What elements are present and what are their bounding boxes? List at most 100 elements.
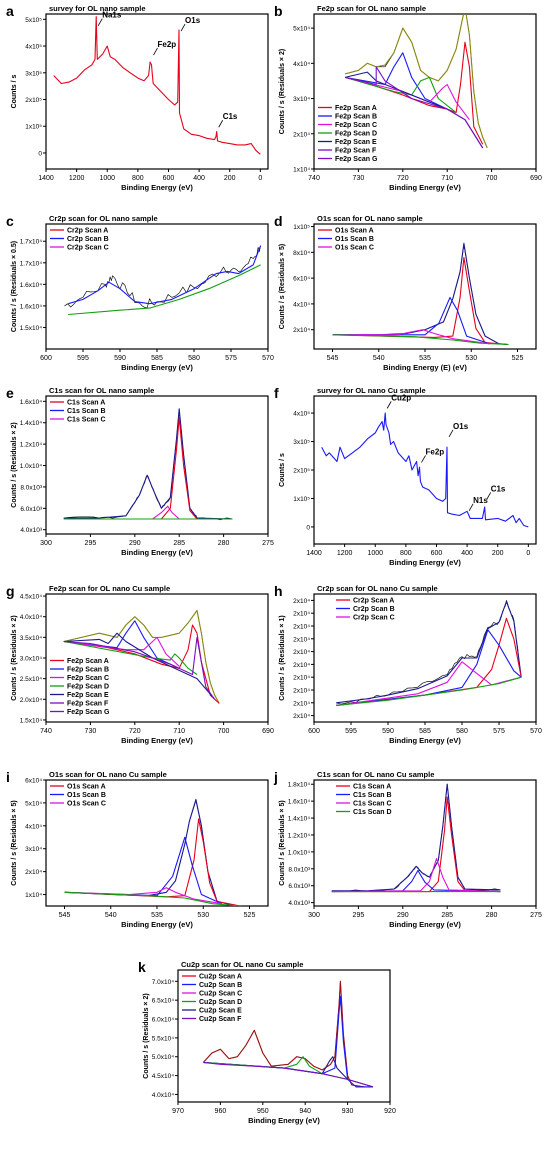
panel-g: g Fe2p scan for OL nano Cu sample 740 730 72… [6,583,274,745]
annotation-arrow [153,47,158,56]
y-axis-label: Counts / s (Residuals × 2) [279,49,286,134]
x-tick-label: 575 [493,728,505,735]
series-group [53,16,261,155]
panel-a: a survey for OL nano sample 1400 1200 1000 80… [6,3,269,192]
y-tick-label: 1.2x10⁴ [288,832,311,839]
series-line-6 [332,334,509,346]
legend-label: C1s Scan A [67,400,105,407]
y-tick-label: 5.0x10⁴ [152,1054,175,1061]
x-axis-label: Binding Energy (eV) [389,558,461,567]
series-group [63,609,220,704]
x-tick-label: 600 [431,550,443,557]
legend-label: O1s Scan B [335,236,374,243]
x-tick-label: 1400 [306,550,322,557]
x-tick-label: 535 [419,355,431,362]
annotation-arrow [218,120,224,128]
y-tick-label: 1.6x10⁴ [20,303,43,310]
x-axis-label: Binding Energy (eV) [389,736,461,745]
y-tick-label: 5x10⁵ [25,17,42,24]
legend-label: C1s Scan D [353,809,392,816]
chart-title: survey for OL nano Cu sample [317,386,426,395]
annotation-arrow [486,492,492,500]
x-tick-label: 275 [530,912,542,919]
panel-k: k Cu2p scan for OL nano Cu sample 970 960 95… [138,959,396,1125]
y-tick-label: 4.0x10³ [288,900,311,907]
x-tick-label: 285 [173,540,185,547]
legend-label: Cr2p Scan B [353,606,395,613]
legend-label: Cr2p Scan A [67,228,108,235]
x-tick-label: 690 [262,728,274,735]
legend-label: C1s Scan C [67,417,106,424]
x-tick-label: 710 [441,175,453,182]
y-tick-label: 2x10⁴ [293,131,310,138]
x-tick-label: 0 [258,175,262,182]
series-line-5 [332,329,490,345]
x-tick-label: 970 [172,1108,184,1115]
y-tick-label: 2x10⁴ [293,636,310,643]
legend-label: Fe2p Scan C [335,122,377,129]
legend-label: O1s Scan B [67,792,106,799]
y-axis-label: Counts / s (Residuals × 5) [279,800,286,885]
chart-title: Cr2p scan for OL nano sample [49,214,158,223]
y-tick-label: 2x10⁴ [293,700,310,707]
legend-label: Fe2p Scan F [67,701,109,708]
y-tick-label: 3.0x10⁴ [20,656,43,663]
series-line-6 [203,1061,374,1088]
series-line-7 [63,632,216,700]
chart-title: Fe2p scan for OL nano sample [317,4,426,13]
y-axis-label: Counts / s (Residuals × 5) [11,800,18,885]
chart-title: O1s scan for OL nano Cu sample [49,770,167,779]
y-tick-label: 1.0x10⁴ [20,463,43,470]
annotation-arrow [180,23,186,32]
y-tick-label: 1.2x10⁴ [20,442,43,449]
y-tick-label: 2x10⁴ [293,649,310,656]
x-tick-label: 400 [193,175,205,182]
y-tick-label: 2x10⁴ [293,675,310,682]
x-tick-label: 280 [218,540,230,547]
y-tick-label: 1.6x10⁴ [288,799,311,806]
series-line-5 [344,76,457,114]
y-tick-label: 4x10⁵ [293,411,310,418]
x-tick-label: 580 [188,355,200,362]
legend-label: C1s Scan A [353,784,391,791]
x-tick-label: 740 [308,175,320,182]
annotation-arrow [386,401,392,409]
x-tick-label: 525 [244,912,256,919]
x-tick-label: 690 [530,175,542,182]
series-group [321,412,529,528]
legend-label: Cu2p Scan A [199,974,242,981]
series-line-1 [64,245,261,309]
legend-label: Fe2p Scan D [335,131,377,138]
y-tick-label: 1x10⁵ [25,124,42,131]
panel-letter: e [6,385,14,401]
x-tick-label: 545 [59,912,71,919]
y-tick-label: 1.6x10⁴ [20,282,43,289]
annotation-arrow [97,18,103,26]
chart-title: O1s scan for OL nano sample [317,214,423,223]
x-tick-label: 585 [151,355,163,362]
legend-label: Fe2p Scan A [335,105,377,112]
y-tick-label: 2.0x10⁴ [20,697,43,704]
x-tick-label: 930 [342,1108,354,1115]
annotation-label: Fe2p [425,447,444,456]
y-tick-label: 6.0x10³ [20,506,43,513]
x-tick-label: 960 [215,1108,227,1115]
series-line-2 [332,242,509,346]
x-tick-label: 1200 [337,550,353,557]
legend-label: Fe2p Scan B [335,114,377,121]
legend-label: O1s Scan A [335,228,374,235]
y-tick-label: 5x10⁴ [25,800,42,807]
annotation-label: Fe2p [157,40,176,49]
x-tick-label: 1000 [99,175,115,182]
x-tick-label: 940 [299,1108,311,1115]
annotation-label: Cu2p [391,393,411,402]
series-line-4 [64,836,223,905]
y-tick-label: 5x10⁴ [293,26,310,33]
panel-f: f survey for OL nano Cu sample 1400 1200 100… [274,385,537,567]
plot-frame [45,395,269,535]
legend-label: Fe2p Scan F [335,148,377,155]
x-axis-label: Binding Energy (E) (eV) [383,363,467,372]
y-tick-label: 1.6x10⁴ [20,399,43,406]
y-tick-label: 2x10⁴ [293,611,310,618]
y-tick-label: 2x10⁴ [25,869,42,876]
